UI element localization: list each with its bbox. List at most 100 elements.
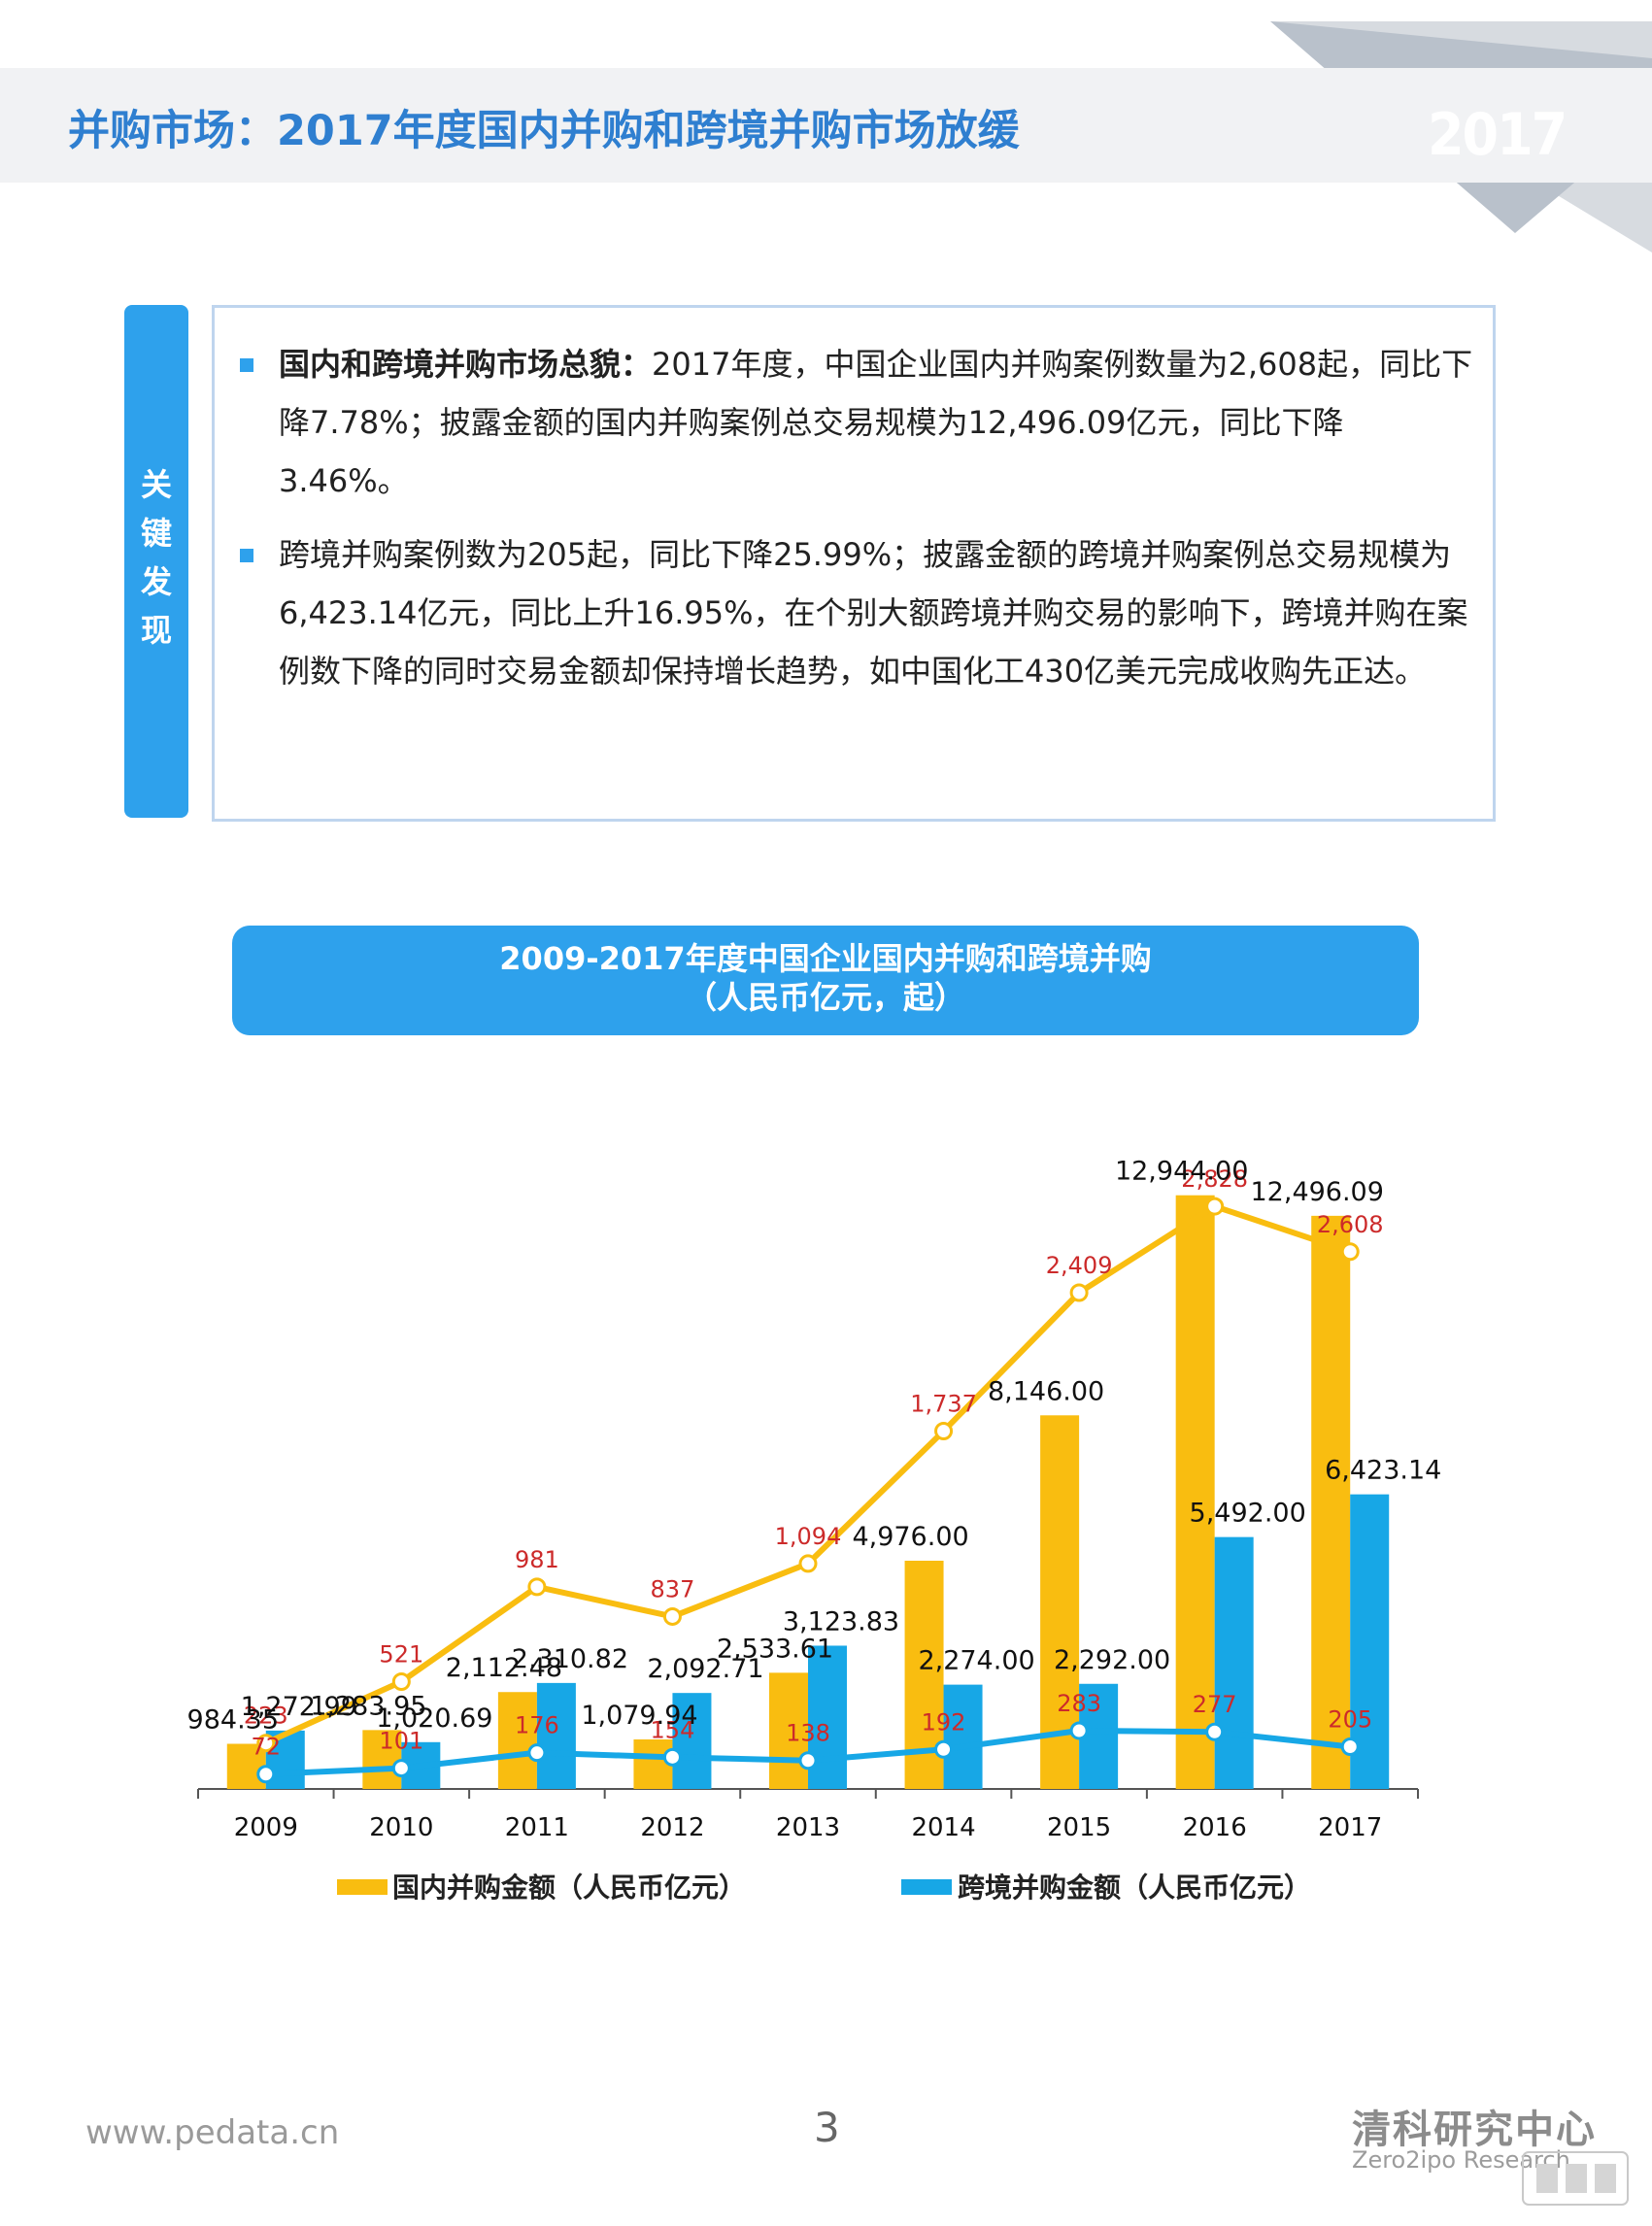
legend-label-domestic: 国内并购金额（人民币亿元） bbox=[392, 1872, 747, 1904]
amount-label-crossborder: 1,020.69 bbox=[376, 1703, 492, 1734]
title-band bbox=[0, 68, 1652, 183]
page-number: 3 bbox=[814, 2104, 840, 2151]
chart-subtitle-line: （人民币亿元，起） bbox=[685, 979, 965, 1016]
amount-label-domestic: 1,079.94 bbox=[581, 1701, 697, 1731]
count-label-domestic: 2,409 bbox=[1046, 1252, 1113, 1279]
amount-label-crossborder: 2,274.00 bbox=[918, 1646, 1034, 1676]
x-tick-label: 2016 bbox=[1183, 1813, 1247, 1842]
point-crossborder-count bbox=[256, 1765, 276, 1784]
amount-label-crossborder: 1,272.99 bbox=[241, 1692, 357, 1722]
amount-label-crossborder: 3,123.83 bbox=[783, 1606, 899, 1636]
bar-crossborder bbox=[672, 1693, 712, 1789]
bullet-icon bbox=[240, 358, 253, 372]
amount-label-domestic: 1,283.95 bbox=[310, 1691, 426, 1721]
amount-label-domestic: 12,944.00 bbox=[1115, 1157, 1248, 1187]
amount-label-crossborder: 2,292.00 bbox=[1054, 1645, 1170, 1675]
point-domestic-count bbox=[256, 1734, 276, 1753]
point-crossborder-count bbox=[527, 1743, 547, 1763]
count-label-domestic: 837 bbox=[651, 1575, 695, 1602]
x-tick-label: 2009 bbox=[234, 1813, 298, 1842]
bar-crossborder bbox=[1214, 1536, 1254, 1789]
ma-chart: 223 521 981 837 1,094 1,737 2,409 2,828 2,608 72 1… bbox=[187, 1157, 1442, 1842]
bar-domestic bbox=[226, 1743, 266, 1789]
key-findings-tab: 关 键 发 现 bbox=[124, 305, 188, 818]
count-label-domestic: 2,608 bbox=[1317, 1211, 1384, 1238]
bar-domestic bbox=[1175, 1195, 1215, 1789]
x-tick-label: 2014 bbox=[911, 1813, 975, 1842]
amount-label-domestic: 984.35 bbox=[187, 1705, 279, 1736]
bar-crossborder bbox=[1350, 1494, 1390, 1789]
x-tick-label: 2010 bbox=[369, 1813, 433, 1842]
point-domestic-count bbox=[798, 1554, 818, 1573]
tab-char: 发 bbox=[140, 563, 172, 600]
point-domestic-count bbox=[1340, 1242, 1360, 1262]
point-crossborder-count bbox=[1205, 1722, 1225, 1741]
amount-label-crossborder: 2,092.71 bbox=[647, 1654, 763, 1684]
count-label-domestic: 223 bbox=[244, 1703, 288, 1730]
year-badge: 2017 bbox=[1428, 101, 1568, 169]
point-crossborder-count bbox=[1340, 1737, 1360, 1757]
key-findings-box: 国内和跨境并购市场总貌：2017年度，中国企业国内并购案例数量为2,608起，同… bbox=[212, 305, 1496, 822]
amount-label-domestic: 4,976.00 bbox=[852, 1522, 968, 1552]
count-label-crossborder: 72 bbox=[252, 1734, 282, 1761]
x-tick-label: 2011 bbox=[505, 1813, 569, 1842]
count-label-domestic: 2,828 bbox=[1181, 1165, 1248, 1193]
count-label-domestic: 981 bbox=[515, 1546, 559, 1573]
point-domestic-count bbox=[391, 1671, 411, 1691]
footer-logo-cn: 清科研究中心 bbox=[1352, 2108, 1597, 2152]
finding-paragraph: 国内和跨境并购市场总貌：2017年度，中国企业国内并购案例数量为2,608起，同… bbox=[279, 335, 1473, 510]
legend-swatch-domestic bbox=[337, 1879, 388, 1895]
legend-label-crossborder: 跨境并购金额（人民币亿元） bbox=[958, 1872, 1312, 1904]
chart-title: 2009-2017年度中国企业国内并购和跨境并购 （人民币亿元，起） bbox=[232, 939, 1419, 1017]
amount-label-crossborder: 2,310.82 bbox=[512, 1644, 628, 1674]
count-label-domestic: 1,737 bbox=[910, 1391, 977, 1418]
point-domestic-count bbox=[1069, 1283, 1089, 1302]
footer-url[interactable]: www.pedata.cn bbox=[85, 2113, 340, 2152]
count-label-crossborder: 138 bbox=[786, 1720, 830, 1747]
count-label-crossborder: 277 bbox=[1193, 1691, 1237, 1718]
finding-heading: 国内和跨境并购市场总貌： bbox=[279, 346, 653, 383]
bar-domestic bbox=[1311, 1215, 1351, 1789]
count-label-crossborder: 283 bbox=[1057, 1690, 1101, 1717]
tab-char: 关 bbox=[140, 466, 172, 503]
count-label-crossborder: 192 bbox=[922, 1708, 966, 1736]
key-findings-tab-label: 关 键 发 现 bbox=[124, 460, 188, 655]
count-label-domestic: 521 bbox=[379, 1640, 423, 1668]
bar-domestic bbox=[497, 1692, 537, 1789]
amount-label-crossborder: 6,423.14 bbox=[1325, 1456, 1441, 1486]
x-tick-label: 2012 bbox=[640, 1813, 704, 1842]
watermark-logo-icon bbox=[1522, 2151, 1629, 2206]
page-title: 并购市场：2017年度国内并购和跨境并购市场放缓 bbox=[68, 107, 1020, 155]
bar-domestic bbox=[769, 1672, 808, 1789]
x-tick-label: 2015 bbox=[1047, 1813, 1111, 1842]
chart-title-line: 2009-2017年度中国企业国内并购和跨境并购 bbox=[499, 940, 1152, 977]
legend-swatch-crossborder bbox=[901, 1879, 952, 1895]
x-tick-label: 2017 bbox=[1318, 1813, 1382, 1842]
amount-label-domestic: 12,496.09 bbox=[1251, 1177, 1384, 1207]
point-crossborder-count bbox=[391, 1759, 411, 1778]
finding-text: 2017年度，中国企业国内并购案例数量为2,608起，同比下降7.78%；披露金… bbox=[279, 346, 1473, 499]
count-label-crossborder: 154 bbox=[651, 1716, 695, 1743]
count-label-crossborder: 101 bbox=[379, 1728, 423, 1755]
finding-paragraph: 跨境并购案例数为205起，同比下降25.99%；披露金额的跨境并购案例总交易规模… bbox=[279, 525, 1473, 700]
bar-crossborder bbox=[536, 1682, 576, 1789]
point-domestic-count bbox=[527, 1577, 547, 1597]
tab-char: 现 bbox=[140, 612, 172, 649]
bar-domestic bbox=[633, 1738, 673, 1789]
point-crossborder-count bbox=[1069, 1721, 1089, 1740]
bullet-icon bbox=[240, 549, 253, 562]
count-label-crossborder: 176 bbox=[515, 1712, 559, 1739]
chart-header: 2009-2017年度中国企业国内并购和跨境并购 （人民币亿元，起） bbox=[232, 926, 1419, 1035]
amount-label-domestic: 2,533.61 bbox=[717, 1634, 833, 1664]
amount-label-crossborder: 5,492.00 bbox=[1190, 1499, 1306, 1529]
x-tick-label: 2013 bbox=[776, 1813, 840, 1842]
point-crossborder-count bbox=[798, 1751, 818, 1771]
point-domestic-count bbox=[662, 1606, 682, 1626]
count-label-domestic: 1,094 bbox=[775, 1523, 842, 1550]
count-label-crossborder: 205 bbox=[1328, 1706, 1372, 1734]
amount-label-domestic: 8,146.00 bbox=[988, 1376, 1104, 1406]
point-crossborder-count bbox=[662, 1747, 682, 1767]
footer-logo-en: Zero2ipo Research bbox=[1352, 2146, 1570, 2174]
amount-label-domestic: 2,112.48 bbox=[446, 1653, 562, 1683]
tab-char: 键 bbox=[140, 515, 172, 552]
